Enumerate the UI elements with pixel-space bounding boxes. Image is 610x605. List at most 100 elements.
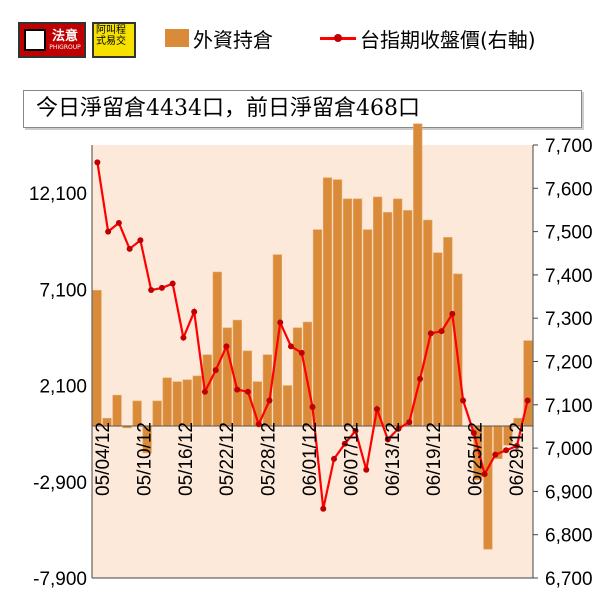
price-point bbox=[524, 397, 531, 404]
y-left-tick-label: -7,900 bbox=[33, 569, 87, 590]
y-right-tick-label: 7,500 bbox=[545, 223, 593, 244]
price-point bbox=[212, 367, 219, 374]
bar bbox=[212, 271, 222, 427]
price-point bbox=[492, 451, 499, 458]
brand-sub: PHIGROUP bbox=[49, 44, 81, 52]
price-point bbox=[244, 388, 251, 395]
y-right-tick-label: 7,200 bbox=[545, 353, 593, 374]
price-point bbox=[137, 237, 144, 244]
x-tick-label: 05/16/12 bbox=[176, 422, 197, 496]
price-point bbox=[331, 455, 338, 462]
y-right-tick-label: 7,400 bbox=[545, 266, 593, 287]
y-right-tick-label: 6,800 bbox=[545, 526, 593, 547]
bar bbox=[433, 252, 443, 427]
bar bbox=[352, 198, 363, 427]
x-tick-label: 06/13/12 bbox=[383, 422, 404, 496]
x-tick-label: 06/29/12 bbox=[507, 422, 528, 496]
bar bbox=[322, 177, 333, 427]
legend-bars-label: 外資持倉 bbox=[193, 27, 273, 52]
legend-bar-swatch bbox=[165, 29, 189, 47]
bar bbox=[393, 198, 403, 427]
bar bbox=[162, 377, 172, 427]
y-left-tick-label: -2,900 bbox=[33, 473, 87, 494]
brand-logo: 法意 PHIGROUP bbox=[18, 22, 86, 58]
price-point bbox=[94, 159, 101, 166]
y-right-tick-label: 6,700 bbox=[545, 569, 593, 590]
bar bbox=[302, 321, 313, 427]
brand-tag-logo: 阿叫程式易交 bbox=[92, 22, 136, 58]
x-tick-label: 06/25/12 bbox=[466, 422, 487, 496]
x-tick-label: 06/07/12 bbox=[341, 422, 362, 496]
y-right-tick-label: 7,000 bbox=[545, 439, 593, 460]
price-point bbox=[384, 436, 391, 443]
brand-mark-icon bbox=[24, 29, 46, 51]
x-tick-label: 05/22/12 bbox=[217, 422, 238, 496]
price-point bbox=[277, 319, 284, 326]
y-left-tick-label: 2,100 bbox=[39, 377, 87, 398]
headline-box: 今日淨留倉4434口，前日淨留倉468口 bbox=[23, 90, 582, 128]
price-point bbox=[449, 310, 456, 317]
legend-bars: 外資持倉 bbox=[165, 20, 273, 56]
x-tick-label: 05/28/12 bbox=[259, 422, 280, 496]
bar bbox=[443, 237, 453, 427]
price-point bbox=[201, 388, 208, 395]
price-point bbox=[169, 280, 176, 287]
bar bbox=[182, 379, 192, 427]
price-point bbox=[309, 403, 316, 410]
price-point bbox=[352, 427, 359, 434]
x-tick-label: 06/19/12 bbox=[424, 422, 445, 496]
price-point bbox=[513, 442, 520, 449]
y-right-tick-label: 7,300 bbox=[545, 309, 593, 330]
legend-line-swatch bbox=[320, 30, 356, 46]
price-point bbox=[363, 466, 370, 473]
price-point bbox=[126, 245, 133, 252]
bar bbox=[342, 198, 353, 427]
price-point bbox=[374, 406, 381, 413]
bar bbox=[403, 210, 413, 427]
bar bbox=[373, 196, 383, 427]
price-point bbox=[470, 429, 477, 436]
bar bbox=[282, 385, 293, 427]
y-left-tick-label: 7,100 bbox=[39, 280, 87, 301]
x-tick-label: 05/10/12 bbox=[134, 422, 155, 496]
price-point bbox=[320, 505, 327, 512]
bar bbox=[242, 350, 252, 427]
price-point bbox=[427, 330, 434, 337]
price-point bbox=[287, 343, 294, 350]
bar bbox=[383, 212, 393, 427]
y-right-tick-label: 7,600 bbox=[545, 179, 593, 200]
price-point bbox=[341, 440, 348, 447]
price-point bbox=[460, 397, 467, 404]
y-right-tick-label: 6,900 bbox=[545, 482, 593, 503]
price-point bbox=[438, 328, 445, 335]
price-point bbox=[234, 386, 241, 393]
bar bbox=[172, 381, 182, 427]
legend-line-label: 台指期收盤價(右軸) bbox=[360, 27, 536, 52]
price-point bbox=[180, 334, 187, 341]
price-point bbox=[481, 471, 488, 478]
plot-area bbox=[92, 145, 533, 578]
price-point bbox=[298, 349, 305, 356]
bar bbox=[312, 229, 323, 427]
bar bbox=[232, 319, 242, 427]
bar bbox=[332, 179, 343, 427]
bar bbox=[112, 394, 122, 427]
price-point bbox=[148, 287, 155, 294]
brand-name: 法意 bbox=[51, 28, 78, 44]
price-point bbox=[395, 425, 402, 432]
price-point bbox=[191, 308, 198, 315]
price-point bbox=[223, 343, 230, 350]
bar bbox=[92, 289, 102, 427]
bar bbox=[292, 327, 303, 427]
x-tick-label: 05/04/12 bbox=[93, 422, 114, 496]
bar bbox=[363, 229, 373, 427]
price-point bbox=[406, 419, 413, 426]
y-left-tick-label: 12,100 bbox=[29, 184, 87, 205]
y-right-tick-label: 7,700 bbox=[545, 136, 593, 157]
bar bbox=[423, 219, 433, 427]
price-point bbox=[266, 397, 273, 404]
bar bbox=[222, 327, 232, 427]
price-point bbox=[158, 284, 165, 291]
price-point bbox=[503, 447, 510, 454]
